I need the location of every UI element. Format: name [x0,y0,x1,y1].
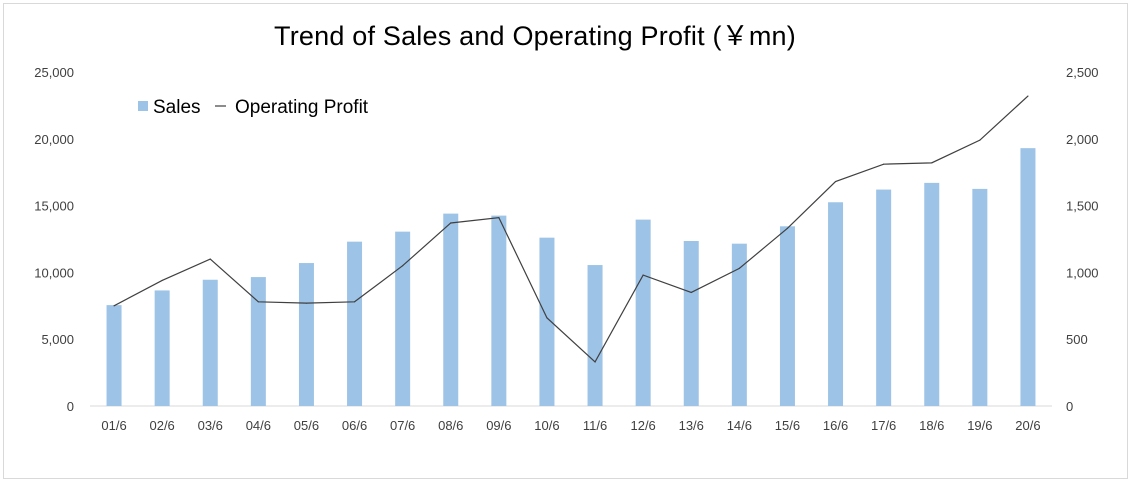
right-y-tick-label: 2,000 [1066,132,1099,147]
left-y-tick-label: 0 [67,399,74,414]
x-tick-label: 20/6 [1015,418,1040,433]
x-tick-label: 06/6 [342,418,367,433]
operating-profit-point [353,301,356,303]
legend-label-operating-profit: Operating Profit [235,97,369,118]
sales-bar [250,277,266,406]
operating-profit-point [209,258,211,260]
sales-bar [347,241,363,406]
legend-swatch-sales [138,101,148,111]
x-tick-label: 04/6 [246,418,271,433]
operating-profit-point [642,274,644,276]
operating-profit-point [738,267,740,269]
operating-profit-point [402,265,404,267]
operating-profit-point [113,305,115,307]
x-tick-label: 14/6 [727,418,752,433]
sales-bar [539,237,555,406]
operating-profit-point [979,139,981,141]
operating-profit-point [498,217,500,219]
operating-profit-point [834,180,837,183]
x-tick-label: 18/6 [919,418,944,433]
operating-profit-point [931,162,933,164]
sales-bar [779,226,795,406]
sales-bars [106,148,1036,407]
x-tick-label: 11/6 [583,418,607,433]
sales-bar [106,305,122,406]
sales-bar [972,188,988,406]
sales-bar [443,213,459,406]
x-tick-label: 09/6 [486,418,511,433]
sales-bar [731,243,747,406]
chart-frame [3,3,1128,479]
right-y-tick-label: 0 [1066,399,1073,414]
x-tick-label: 07/6 [390,418,415,433]
operating-profit-line-group [113,95,1029,363]
x-tick-label: 05/6 [294,418,319,433]
left-y-tick-label: 5,000 [41,332,74,347]
sales-bar [828,202,844,406]
x-tick-label: 17/6 [871,418,896,433]
x-tick-label: 10/6 [534,418,559,433]
sales-bar [876,189,892,406]
sales-bar [587,265,603,406]
x-tick-label: 02/6 [149,418,174,433]
x-tick-label: 03/6 [198,418,223,433]
x-tick-label: 19/6 [967,418,992,433]
left-y-tick-label: 15,000 [34,199,74,214]
operating-profit-point [786,227,789,229]
x-tick-label: 13/6 [679,418,704,433]
operating-profit-point [546,317,548,319]
sales-bar [924,182,940,406]
x-tick-label: 16/6 [823,418,848,433]
x-tick-label: 08/6 [438,418,463,433]
right-y-tick-label: 1,500 [1066,199,1099,214]
operating-profit-point [690,291,692,294]
x-tick-label: 01/6 [101,418,126,433]
x-tick-label: 15/6 [775,418,800,433]
sales-bar [491,215,507,406]
operating-profit-point [1027,95,1029,97]
operating-profit-point [450,222,452,224]
operating-profit-point [161,279,163,282]
operating-profit-point [883,163,885,165]
operating-profit-line [113,95,1029,363]
right-y-tick-label: 2,500 [1066,65,1099,80]
right-y-tick-label: 500 [1066,332,1088,347]
chart-legend: Sales Operating Profit [138,97,369,118]
sales-bar [298,263,314,406]
left-y-tick-label: 10,000 [34,265,74,280]
sales-bar [202,279,218,406]
operating-profit-point [594,361,596,363]
operating-profit-point [257,301,259,303]
legend-label-sales: Sales [153,97,201,118]
sales-bar [1020,148,1036,407]
right-y-tick-label: 1,000 [1066,265,1099,280]
x-tick-label: 12/6 [630,418,655,433]
chart-title: Trend of Sales and Operating Profit (￥mn… [274,21,796,51]
operating-profit-point [305,302,308,304]
sales-bar [635,219,651,406]
left-y-tick-label: 20,000 [34,132,74,147]
sales-bar [683,241,699,406]
sales-bar [395,231,411,406]
left-y-tick-label: 25,000 [34,65,74,80]
chart-axes: 0 5,000 10,000 15,000 20,000 25,000 0 500 1,000 1… [34,65,1098,433]
sales-bar [154,290,170,406]
